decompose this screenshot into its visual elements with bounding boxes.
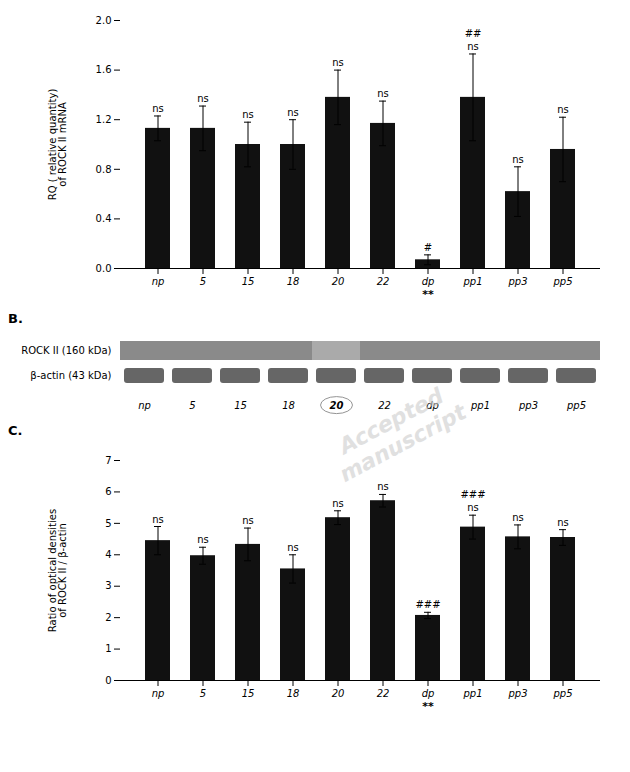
svg-text:1.6: 1.6 [96,64,112,75]
svg-text:Ratio of optical densitiesof R: Ratio of optical densitiesof ROCK II / β… [47,509,68,632]
svg-text:ns: ns [557,517,569,528]
svg-text:ns: ns [287,107,299,118]
svg-text:20: 20 [330,400,344,411]
svg-text:ns: ns [197,93,209,104]
svg-text:###: ### [415,599,440,610]
svg-text:pp3: pp3 [518,400,538,411]
svg-text:ns: ns [557,104,569,115]
svg-text:ns: ns [377,88,389,99]
svg-text:0.0: 0.0 [96,263,112,274]
svg-text:15: 15 [242,276,255,287]
svg-text:0.8: 0.8 [96,164,112,175]
svg-text:##: ## [465,28,482,39]
svg-text:ns: ns [152,103,164,114]
svg-text:###: ### [460,489,485,500]
svg-text:ns: ns [242,109,254,120]
svg-text:np: np [152,688,165,699]
svg-text:7: 7 [105,455,111,466]
svg-text:dp: dp [422,688,435,699]
svg-text:15: 15 [234,400,247,411]
svg-text:**: ** [422,288,434,301]
svg-text:22: 22 [377,276,390,287]
svg-text:pp1: pp1 [462,276,482,287]
svg-text:RQ ( relative quantity)of ROCK: RQ ( relative quantity)of ROCK II mRNA [47,89,68,201]
svg-text:1: 1 [105,643,111,654]
svg-text:0.4: 0.4 [96,213,112,224]
svg-text:18: 18 [287,688,300,699]
svg-text:ns: ns [287,542,299,553]
svg-text:5: 5 [105,518,111,529]
svg-text:5: 5 [200,688,206,699]
svg-text:ROCK II (160 kDa): ROCK II (160 kDa) [21,345,111,356]
svg-text:ns: ns [467,502,479,513]
svg-text:5: 5 [200,276,206,287]
svg-text:22: 22 [377,688,390,699]
svg-text:**: ** [422,700,434,713]
svg-text:ns: ns [197,534,209,545]
svg-text:pp1: pp1 [470,400,490,411]
svg-text:ns: ns [512,512,524,523]
svg-text:pp1: pp1 [462,688,482,699]
svg-text:β-actin (43 kDa): β-actin (43 kDa) [30,370,111,381]
svg-text:pp5: pp5 [552,688,572,699]
svg-text:pp3: pp3 [507,688,527,699]
svg-text:20: 20 [332,276,345,287]
svg-text:4: 4 [105,549,111,560]
svg-text:np: np [138,400,151,411]
svg-text:ns: ns [467,41,479,52]
svg-text:1.2: 1.2 [96,114,112,125]
svg-text:18: 18 [287,276,300,287]
svg-text:ns: ns [512,154,524,165]
svg-text:#: # [424,242,432,253]
svg-text:dp: dp [426,400,439,411]
svg-text:0: 0 [105,675,111,686]
svg-text:ns: ns [332,57,344,68]
svg-text:3: 3 [105,580,111,591]
svg-text:ns: ns [242,515,254,526]
svg-text:ns: ns [377,481,389,492]
svg-text:2: 2 [105,612,111,623]
svg-text:20: 20 [332,688,345,699]
svg-text:pp3: pp3 [507,276,527,287]
svg-text:6: 6 [105,486,111,497]
svg-text:pp5: pp5 [566,400,586,411]
svg-text:2.0: 2.0 [96,15,112,26]
svg-text:np: np [152,276,165,287]
svg-text:pp5: pp5 [552,276,572,287]
svg-text:ns: ns [332,498,344,509]
svg-text:ns: ns [152,514,164,525]
svg-text:dp: dp [422,276,435,287]
svg-text:22: 22 [378,400,391,411]
svg-text:15: 15 [242,688,255,699]
svg-text:5: 5 [189,400,195,411]
svg-text:18: 18 [282,400,295,411]
